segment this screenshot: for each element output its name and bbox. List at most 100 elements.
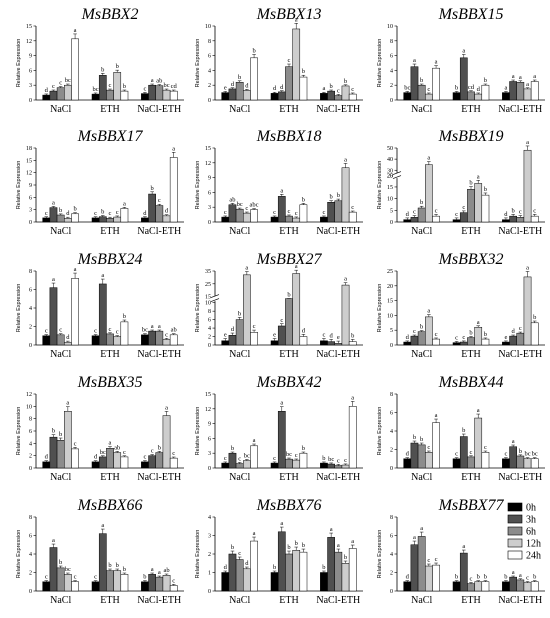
bar [327, 463, 335, 469]
bar [523, 458, 532, 469]
x-category-label: NaCl [411, 226, 432, 237]
bar [403, 581, 412, 592]
significance-letter: b [344, 554, 347, 561]
significance-letter: c [52, 83, 55, 90]
axis-break-mark [210, 294, 220, 298]
panel-title: MsBBX44 [438, 374, 504, 391]
significance-letter: b [533, 314, 536, 321]
y-tick-label: 6 [390, 534, 393, 540]
bar [148, 330, 156, 346]
x-category-label: ETH [100, 104, 119, 115]
bar [64, 218, 72, 223]
bar [474, 93, 483, 101]
bar [425, 452, 433, 469]
legend-label: 0h [526, 503, 536, 514]
axis-break-mark [210, 298, 220, 302]
bar [410, 544, 419, 592]
bar [285, 553, 293, 592]
significance-letter: b [533, 574, 536, 581]
significance-letter: c [462, 334, 465, 341]
significance-letter: b [322, 564, 325, 571]
bar [270, 340, 279, 346]
y-tick-label: 0 [29, 343, 32, 349]
x-category-label: NaCl [229, 226, 250, 237]
significance-letter: a [52, 537, 55, 544]
significance-letter: a [427, 308, 430, 315]
bar [113, 570, 122, 592]
y-axis-label: Relative Expression [377, 284, 383, 333]
legend-swatch [507, 550, 523, 560]
significance-letter: bc [65, 566, 71, 573]
bar [474, 183, 483, 223]
significance-letter: ab [114, 444, 120, 451]
significance-letter: d [66, 210, 70, 217]
y-tick-label: 12 [205, 161, 211, 167]
significance-letter: bc [532, 451, 538, 458]
bar [235, 81, 244, 101]
significance-letter: a [165, 404, 168, 411]
significance-letter: a [52, 199, 55, 206]
significance-letter: c [295, 452, 298, 459]
bar [327, 90, 335, 101]
significance-letter: b [344, 78, 347, 85]
bar [410, 217, 419, 223]
significance-letter: e [337, 334, 340, 341]
significance-letter: c [143, 85, 146, 92]
significance-letter: b [273, 564, 276, 571]
significance-letter: a [109, 440, 112, 447]
bar [71, 213, 79, 223]
significance-letter: c [172, 577, 175, 584]
y-tick-label: 6 [390, 411, 393, 417]
significance-letter: c [94, 210, 97, 217]
y-tick-label: 3 [208, 205, 211, 211]
panel-title: MsBBX66 [77, 497, 143, 514]
y-tick-label: 15 [26, 24, 32, 30]
bar [221, 92, 230, 101]
significance-letter: d [66, 334, 70, 341]
legend-label: 6h [526, 527, 536, 538]
x-category-label: NaCl [229, 472, 250, 483]
significance-letter: c [435, 331, 438, 338]
bar [169, 585, 178, 592]
y-tick-label: 10 [26, 404, 32, 410]
y-tick-label: 4 [390, 552, 393, 558]
significance-letter: d [504, 211, 508, 218]
significance-letter: ab [156, 78, 162, 85]
significance-letter: b [302, 542, 305, 549]
bar [417, 536, 426, 592]
significance-letter: b [59, 207, 62, 214]
bar [341, 85, 350, 101]
y-tick-label: 3 [208, 534, 211, 540]
bar [250, 332, 258, 346]
significance-letter: a [66, 400, 69, 407]
significance-letter: d [406, 574, 410, 581]
y-tick-label: 6 [29, 288, 32, 294]
significance-letter: a [74, 266, 77, 273]
y-axis-label: Relative Expression [16, 161, 22, 210]
bar [91, 217, 100, 223]
bar [42, 335, 51, 346]
x-category-label: NaCl-ETH [316, 226, 360, 237]
x-category-label: NaCl-ETH [316, 349, 360, 360]
bar [162, 415, 171, 469]
x-category-label: NaCl-ETH [498, 226, 542, 237]
bar [155, 205, 164, 223]
y-tick-label: 10 [205, 24, 211, 30]
y-tick-label: 6 [208, 54, 211, 60]
x-category-label: ETH [461, 349, 480, 360]
bar [348, 93, 357, 101]
bar [64, 574, 72, 592]
bar [341, 464, 350, 469]
bar [42, 94, 51, 101]
bar [148, 193, 156, 223]
significance-letter: b [337, 192, 340, 199]
bar [459, 552, 468, 592]
significance-letter: c [45, 574, 48, 581]
significance-letter: a [351, 538, 354, 545]
bar [509, 446, 517, 469]
x-category-label: NaCl [50, 226, 71, 237]
panel-title: MsBBX13 [256, 6, 322, 23]
